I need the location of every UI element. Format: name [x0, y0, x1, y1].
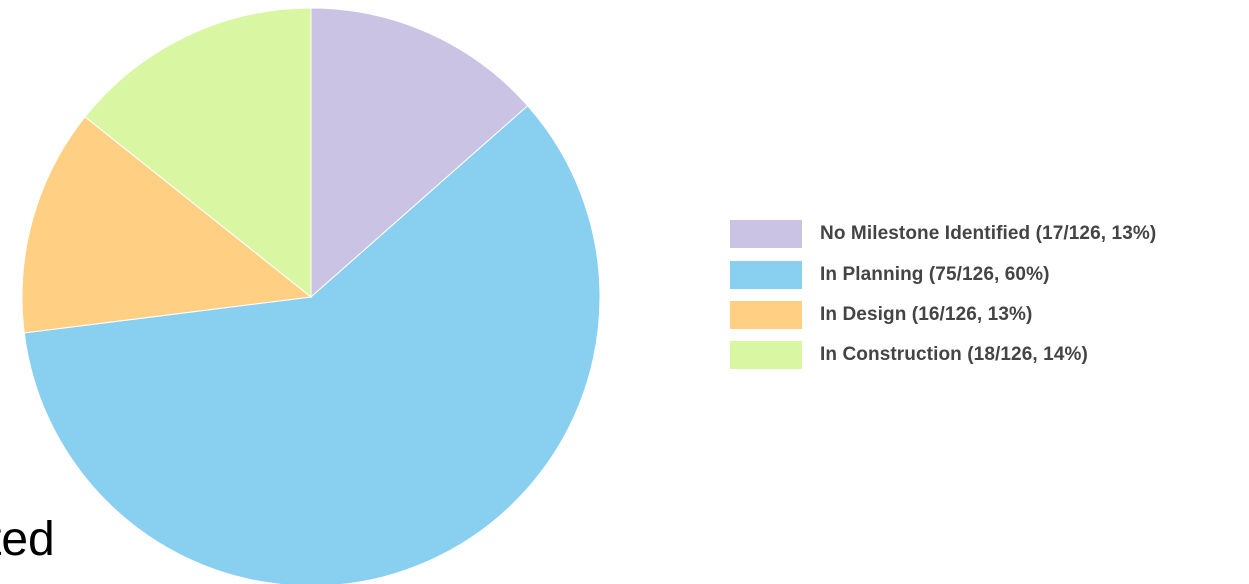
legend-item-in-design[interactable]: In Design (16/126, 13%)	[730, 301, 1156, 329]
legend-swatch-in-construction	[730, 341, 802, 369]
legend-label-no-milestone: No Milestone Identified (17/126, 13%)	[820, 223, 1157, 244]
pie-slice-in-construction[interactable]	[84, 7, 312, 299]
legend-item-in-planning[interactable]: In Planning (75/126, 60%)	[730, 261, 1156, 289]
pie-slice-in-design[interactable]	[21, 116, 313, 334]
chart-legend: No Milestone Identified (17/126, 13%) In…	[730, 220, 1156, 381]
partial-heading-text: ted	[0, 513, 55, 566]
legend-label-in-construction: In Construction (18/126, 14%)	[820, 344, 1088, 365]
legend-label-in-planning: In Planning (75/126, 60%)	[820, 264, 1050, 285]
pie-slice-in-planning[interactable]	[23, 105, 601, 584]
legend-label-in-design: In Design (16/126, 13%)	[820, 304, 1033, 325]
legend-swatch-in-design	[730, 301, 802, 329]
legend-item-no-milestone[interactable]: No Milestone Identified (17/126, 13%)	[730, 220, 1156, 248]
legend-item-in-construction[interactable]: In Construction (18/126, 14%)	[730, 341, 1156, 369]
pie-slice-no-milestone[interactable]	[310, 7, 529, 299]
legend-swatch-no-milestone	[730, 220, 802, 248]
legend-swatch-in-planning	[730, 261, 802, 289]
